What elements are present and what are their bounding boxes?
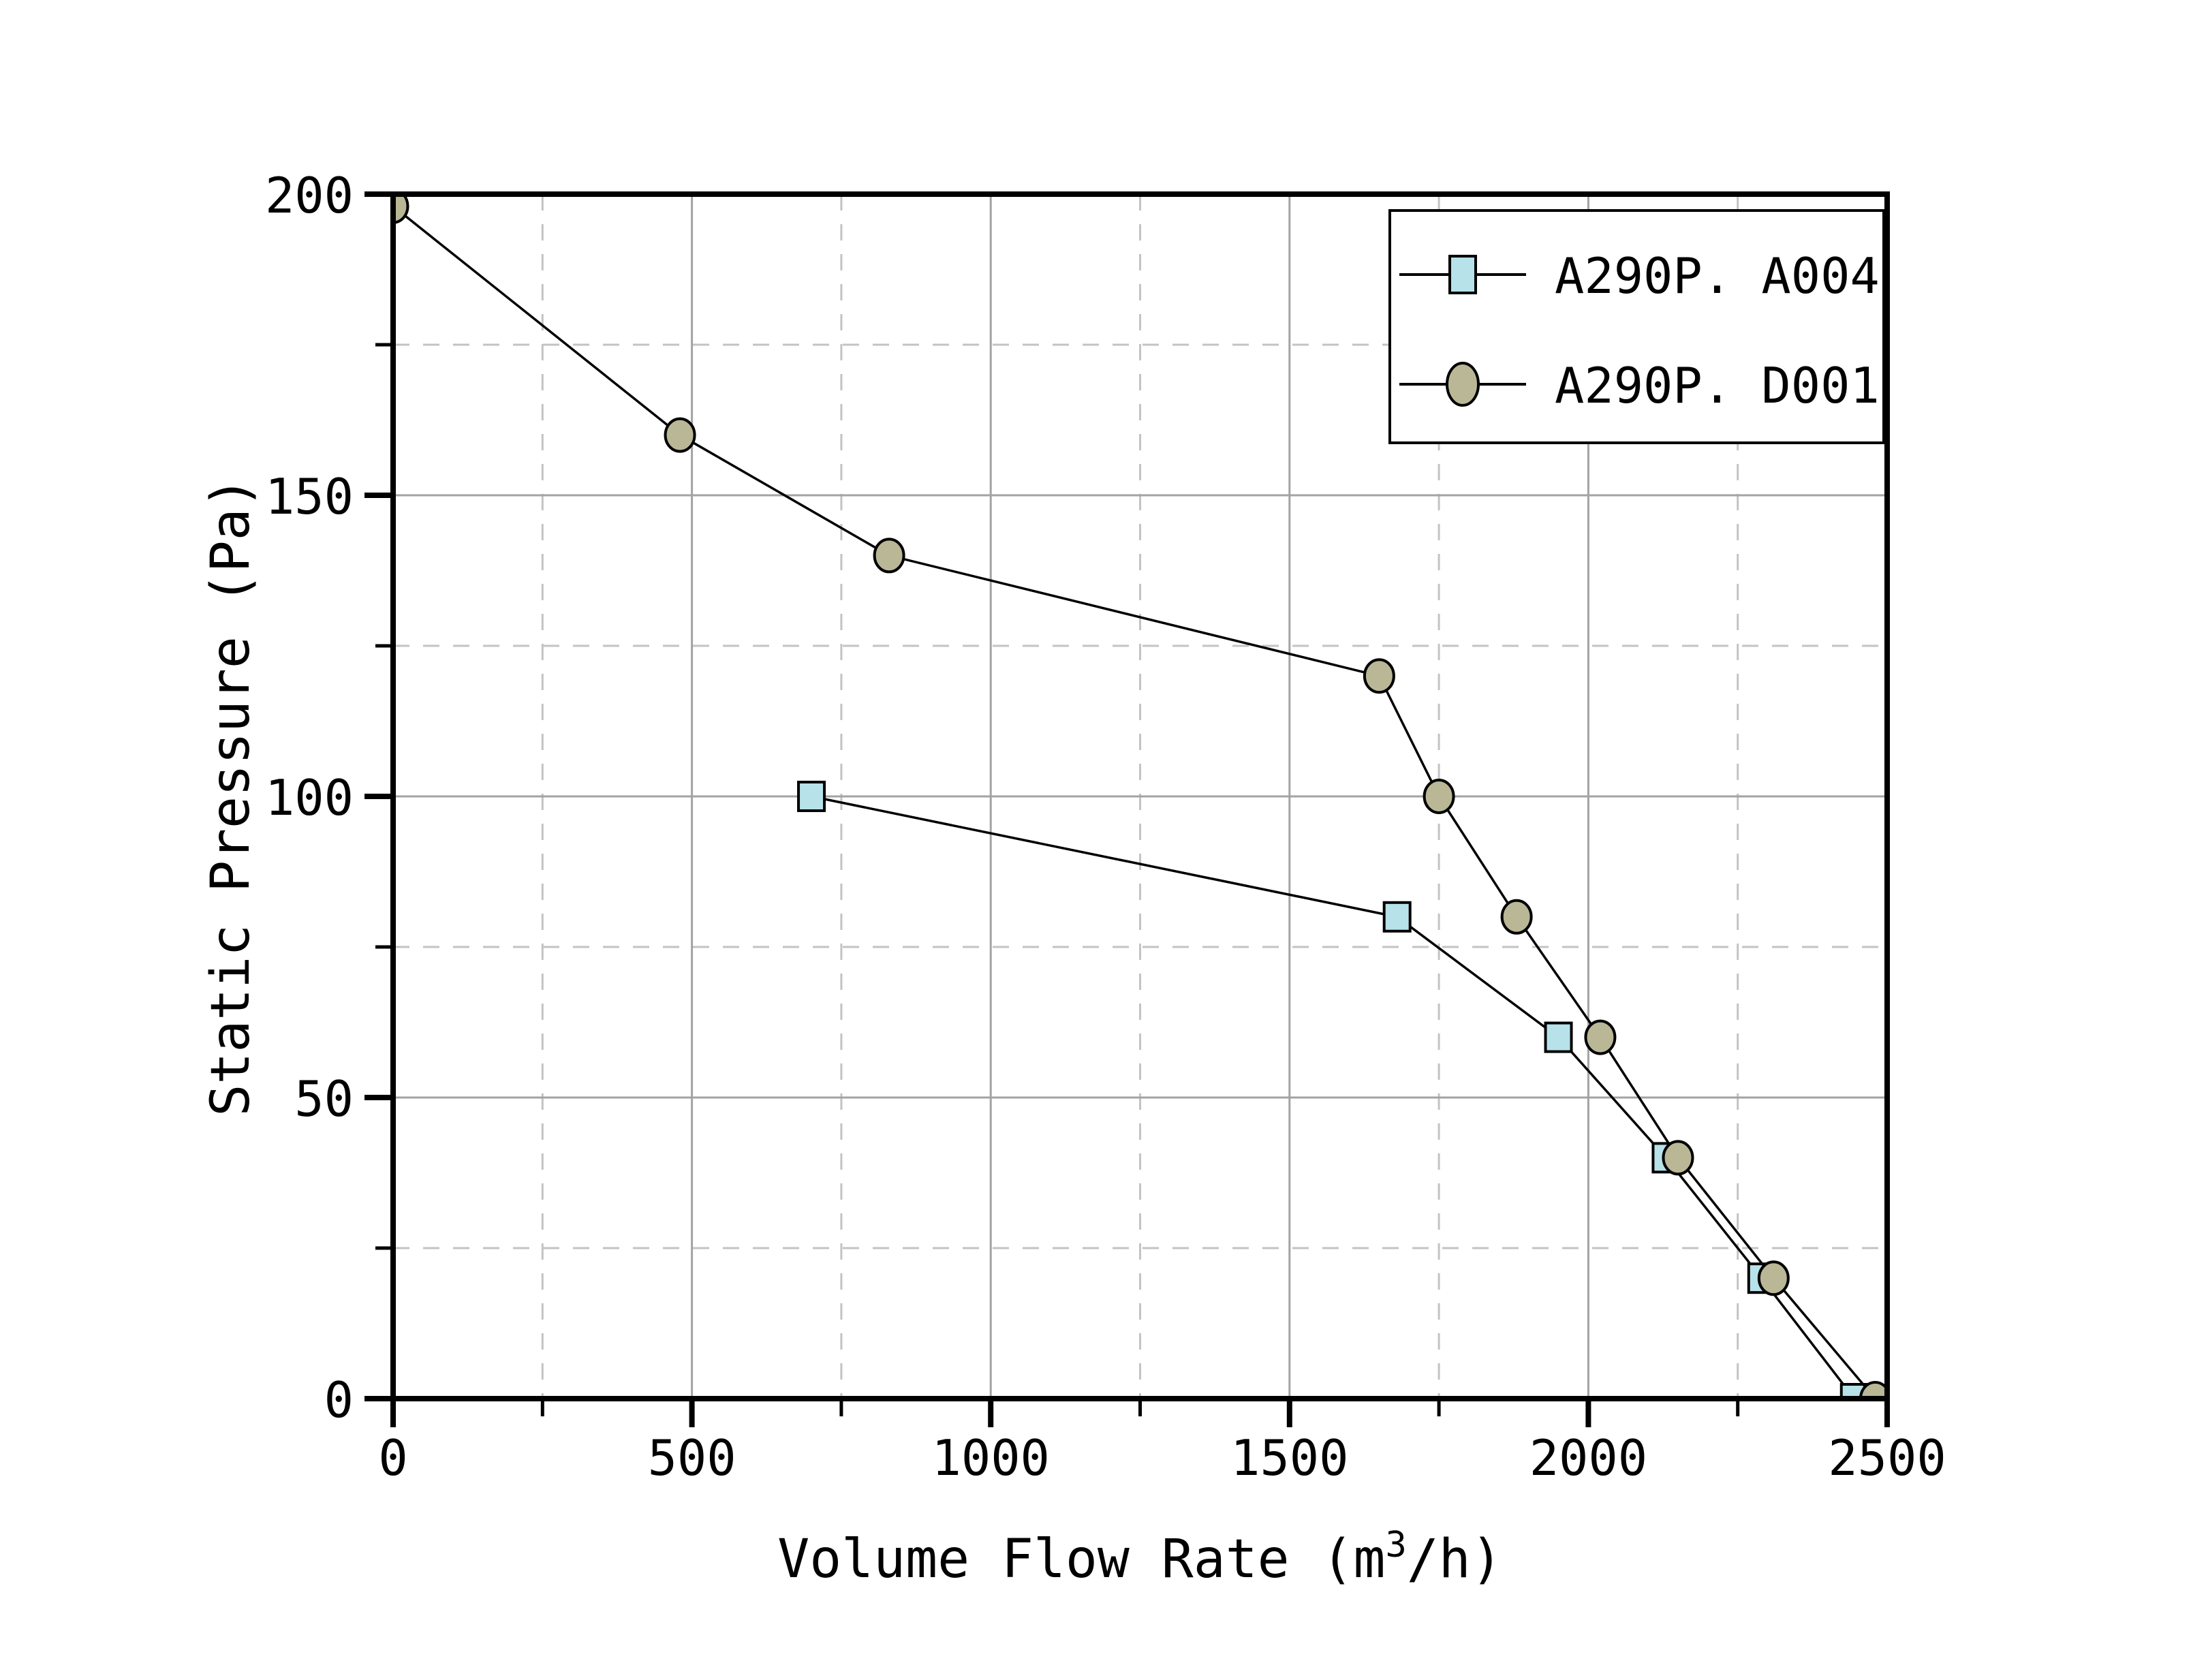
x-tick-label: 2500 (1828, 1429, 1946, 1487)
plot-frame (390, 191, 1890, 1401)
circle-marker (1757, 1260, 1790, 1296)
legend-circle-marker-icon (1446, 362, 1480, 407)
circle-marker (1584, 1019, 1617, 1055)
circle-marker (393, 194, 409, 224)
y-tick-label: 100 (265, 769, 354, 826)
circle-marker (1363, 658, 1395, 694)
x-title-main: Volume Flow Rate (m (777, 1529, 1385, 1590)
legend: A290P. A004 A290P. D001 (1388, 209, 1885, 444)
legend-item-a290p-d001: A290P. D001 (1399, 357, 1880, 414)
square-marker (1544, 1021, 1573, 1053)
y-tick-label: 200 (265, 167, 354, 224)
series-a290p-d001 (393, 194, 1887, 1399)
x-tick-label: 0 (378, 1429, 407, 1487)
circle-marker (664, 417, 696, 453)
legend-box (1388, 209, 1885, 444)
circle-marker (1662, 1140, 1694, 1176)
x-title-superscript: 3 (1386, 1525, 1407, 1566)
legend-label: A290P. A004 (1555, 247, 1880, 305)
circle-marker (1500, 899, 1533, 935)
x-title-suffix: /h) (1407, 1529, 1503, 1590)
circle-marker (1423, 779, 1455, 814)
series-line-a290p-a004 (811, 795, 1856, 1399)
square-marker (1382, 901, 1412, 933)
circle-marker (873, 538, 905, 574)
legend-label: A290P. D001 (1555, 357, 1880, 414)
x-tick-label: 500 (648, 1429, 736, 1487)
circle-marker (1859, 1381, 1887, 1399)
square-marker (797, 781, 826, 812)
y-tick-label: 50 (294, 1070, 354, 1127)
ticks-group (364, 191, 1890, 1427)
legend-item-a290p-a004: A290P. A004 (1399, 247, 1880, 305)
x-tick-label: 2000 (1529, 1429, 1647, 1487)
x-tick-label: 1000 (932, 1429, 1050, 1487)
x-axis-title: Volume Flow Rate (m3/h) (777, 1525, 1502, 1590)
x-tick-label: 1500 (1230, 1429, 1348, 1487)
y-axis-title: Static Pressure (Pa) (200, 476, 262, 1116)
series-line-a290p-d001 (393, 205, 1876, 1399)
legend-square-marker-icon (1448, 255, 1477, 294)
y-tick-label: 0 (324, 1371, 354, 1429)
y-tick-label: 150 (265, 468, 354, 525)
